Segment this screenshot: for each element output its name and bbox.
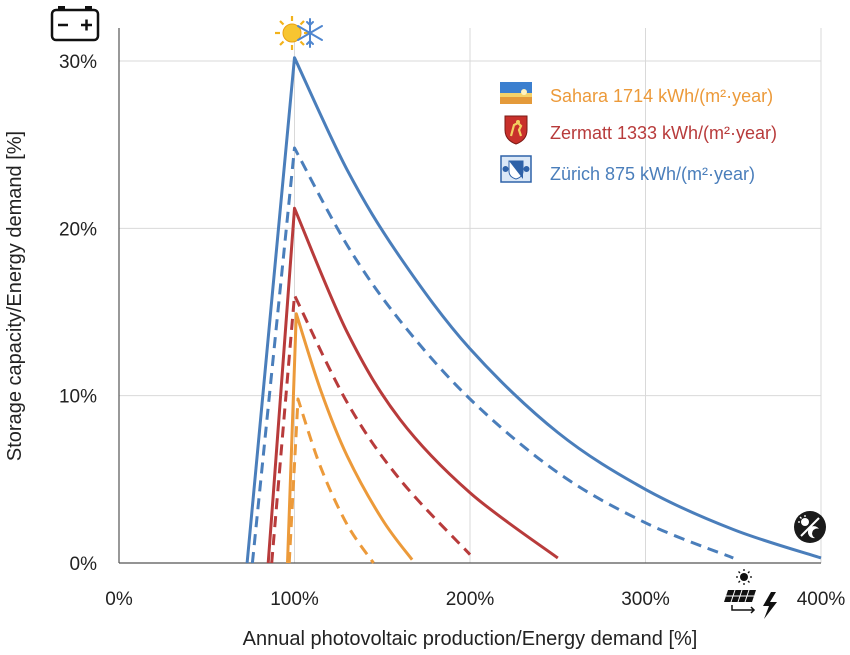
- lightning-icon: [763, 592, 777, 619]
- day-night-icon: [794, 511, 826, 543]
- y-axis-title: Storage capacity/Energy demand [%]: [4, 131, 26, 461]
- grid: [119, 28, 822, 563]
- legend-label-sahara: Sahara 1714 kWh/(m²·year): [550, 86, 773, 106]
- y-tick-label: 30%: [59, 52, 97, 73]
- zermatt-coat-of-arms-icon: [504, 115, 528, 145]
- legend-item-zermatt: Zermatt 1333 kWh/(m²·year): [504, 115, 777, 145]
- legend-item-sahara: Sahara 1714 kWh/(m²·year): [500, 82, 773, 106]
- snowflake-icon: [297, 18, 323, 48]
- x-tick-label: 400%: [797, 589, 846, 610]
- legend: Sahara 1714 kWh/(m²·year) Zermatt 1333 k…: [500, 82, 777, 184]
- legend-label-zermatt: Zermatt 1333 kWh/(m²·year): [550, 123, 777, 143]
- y-tick-label: 10%: [59, 387, 97, 408]
- x-tick-labels: 0% 100% 200% 300% 400%: [105, 589, 845, 610]
- x-tick-label: 200%: [446, 589, 495, 610]
- series-line-0-solid: [245, 56, 822, 564]
- y-tick-labels: 0% 10% 20% 30%: [59, 52, 97, 575]
- y-tick-label: 0%: [70, 554, 98, 575]
- battery-icon: [50, 6, 100, 42]
- y-tick-label: 20%: [59, 219, 97, 240]
- sun-icon: [275, 16, 309, 50]
- desert-icon: [500, 82, 532, 104]
- legend-label-zurich: Zürich 875 kWh/(m²·year): [550, 164, 755, 184]
- small-sun-icon: [736, 569, 752, 585]
- solar-panel-icon: [724, 589, 756, 614]
- series-line-1-dashed: [250, 146, 734, 564]
- x-tick-label: 300%: [621, 589, 670, 610]
- x-tick-label: 0%: [105, 589, 133, 610]
- sun-snowflake-icon: [275, 16, 323, 50]
- series-group: [245, 56, 822, 564]
- zurich-coat-of-arms-icon: [500, 155, 532, 183]
- legend-item-zurich: Zürich 875 kWh/(m²·year): [500, 155, 755, 184]
- axes: [118, 28, 821, 564]
- series-line-4-solid: [286, 312, 414, 564]
- x-tick-label: 100%: [270, 589, 319, 610]
- x-axis-title: Annual photovoltaic production/Energy de…: [243, 628, 698, 650]
- series-line-2-solid: [266, 206, 559, 564]
- series-line-3-dashed: [270, 293, 472, 564]
- series-line-5-dashed: [287, 397, 375, 564]
- solar-panel-lightning-icon: [724, 569, 777, 619]
